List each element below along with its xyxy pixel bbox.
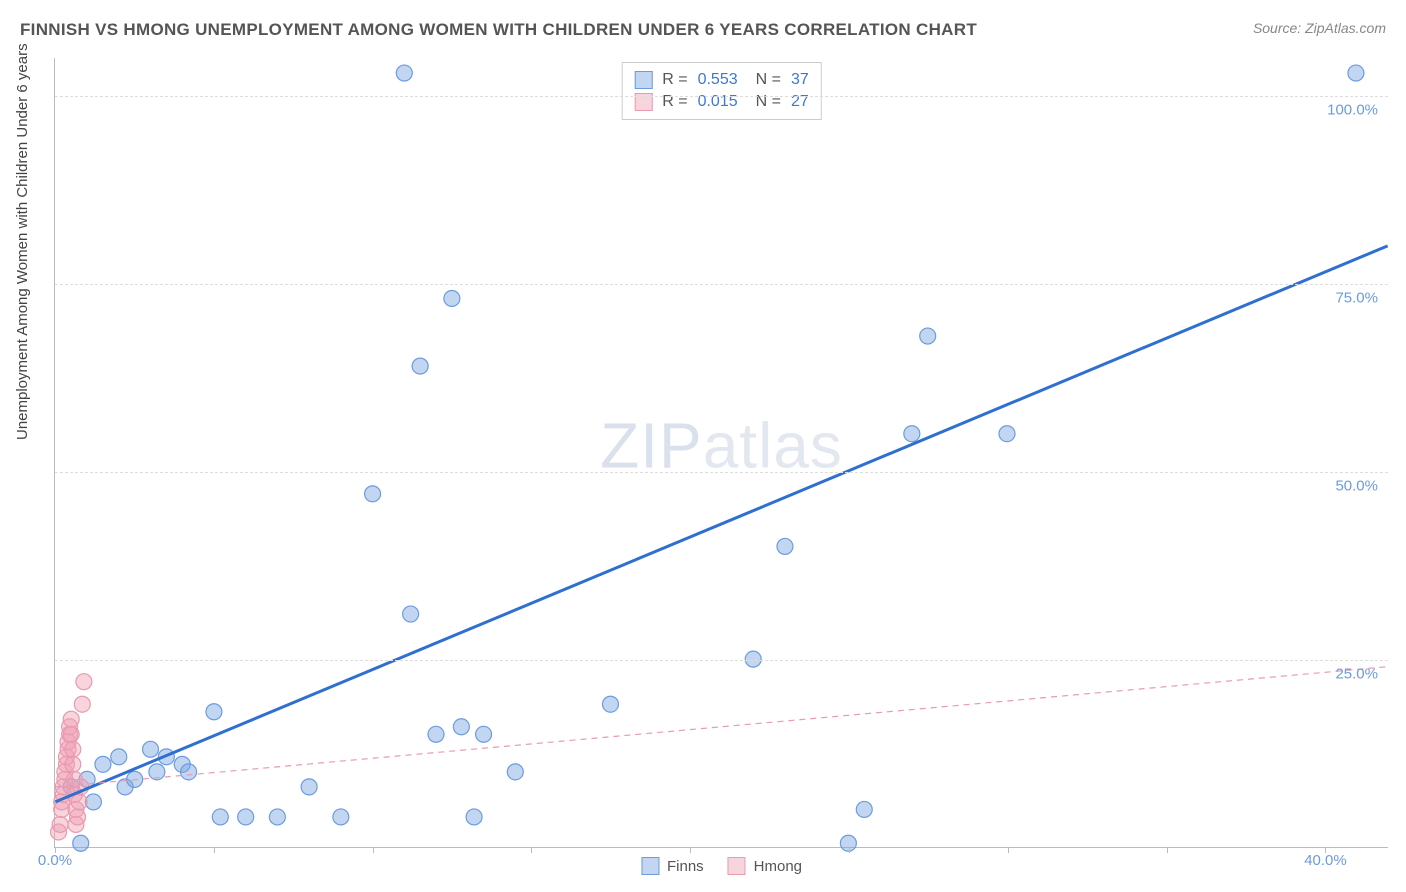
- data-point: [143, 741, 159, 757]
- data-point: [453, 719, 469, 735]
- data-point: [476, 726, 492, 742]
- x-tick-mark: [849, 847, 850, 853]
- y-tick-label: 50.0%: [1335, 477, 1378, 494]
- y-tick-label: 100.0%: [1327, 101, 1378, 118]
- data-point: [507, 764, 523, 780]
- trend-line: [55, 667, 1387, 787]
- data-point: [777, 538, 793, 554]
- data-point: [63, 726, 79, 742]
- series-legend-label: Finns: [667, 858, 704, 875]
- data-point: [95, 756, 111, 772]
- data-point: [63, 711, 79, 727]
- series-legend-label: Hmong: [754, 858, 802, 875]
- gridline: [55, 472, 1388, 473]
- gridline: [55, 660, 1388, 661]
- data-point: [73, 835, 89, 851]
- data-point: [920, 328, 936, 344]
- data-point: [71, 794, 87, 810]
- data-point: [602, 696, 618, 712]
- chart-header: FINNISH VS HMONG UNEMPLOYMENT AMONG WOME…: [20, 20, 1386, 50]
- data-point: [403, 606, 419, 622]
- chart-title: FINNISH VS HMONG UNEMPLOYMENT AMONG WOME…: [20, 20, 977, 39]
- data-point: [52, 816, 68, 832]
- data-point: [269, 809, 285, 825]
- data-point: [301, 779, 317, 795]
- legend-n-prefix: N =: [756, 71, 781, 89]
- data-point: [212, 809, 228, 825]
- legend-n-value: 37: [791, 71, 809, 89]
- data-point: [999, 426, 1015, 442]
- x-tick-mark: [1008, 847, 1009, 853]
- x-tick-label: 40.0%: [1304, 852, 1347, 869]
- data-point: [428, 726, 444, 742]
- legend-swatch: [728, 857, 746, 875]
- correlation-legend-row: R =0.015N =27: [634, 91, 809, 113]
- data-point: [206, 704, 222, 720]
- legend-swatch: [634, 71, 652, 89]
- data-point: [74, 696, 90, 712]
- trend-line: [55, 246, 1387, 802]
- plot-area: ZIPatlas R =0.553N =37R =0.015N =27 Finn…: [54, 58, 1388, 848]
- series-legend: Finns Hmong: [641, 857, 802, 875]
- correlation-legend: R = 0.553 N = 37 R =0.015N =27: [621, 62, 822, 120]
- data-point: [238, 809, 254, 825]
- data-point: [85, 794, 101, 810]
- data-point: [181, 764, 197, 780]
- data-point: [65, 741, 81, 757]
- gridline: [55, 96, 1388, 97]
- data-point: [333, 809, 349, 825]
- data-point: [412, 358, 428, 374]
- legend-r-prefix: R =: [662, 71, 687, 89]
- data-point: [904, 426, 920, 442]
- data-point: [396, 65, 412, 81]
- data-point: [111, 749, 127, 765]
- legend-r-value: 0.553: [698, 71, 738, 89]
- data-point: [466, 809, 482, 825]
- chart-svg: [55, 58, 1388, 847]
- x-tick-mark: [690, 847, 691, 853]
- series-legend-item: Finns: [641, 857, 704, 875]
- x-tick-mark: [373, 847, 374, 853]
- y-tick-label: 75.0%: [1335, 289, 1378, 306]
- x-tick-label: 0.0%: [38, 852, 72, 869]
- correlation-legend-row: R = 0.553 N = 37: [634, 69, 809, 91]
- data-point: [70, 809, 86, 825]
- data-point: [444, 290, 460, 306]
- x-tick-mark: [531, 847, 532, 853]
- gridline: [55, 284, 1388, 285]
- legend-swatch: [641, 857, 659, 875]
- data-point: [76, 674, 92, 690]
- x-tick-mark: [214, 847, 215, 853]
- data-point: [1348, 65, 1364, 81]
- y-tick-label: 25.0%: [1335, 665, 1378, 682]
- series-legend-item: Hmong: [728, 857, 802, 875]
- x-tick-mark: [1167, 847, 1168, 853]
- data-point: [365, 486, 381, 502]
- data-point: [65, 756, 81, 772]
- data-point: [856, 801, 872, 817]
- chart-source: Source: ZipAtlas.com: [1253, 20, 1386, 36]
- y-axis-label: Unemployment Among Women with Children U…: [14, 43, 31, 440]
